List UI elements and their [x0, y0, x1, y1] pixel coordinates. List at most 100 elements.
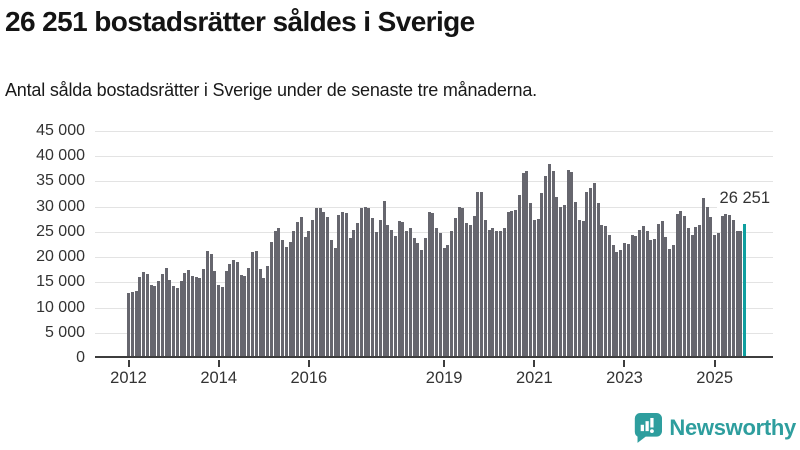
bar — [525, 171, 529, 356]
bar — [716, 232, 720, 356]
bar — [529, 203, 533, 356]
bar — [615, 251, 619, 356]
plot-area: 26 251 2012 2014 2016 2019 2021 2023 2025 — [95, 131, 773, 387]
bar — [341, 211, 345, 356]
bar — [296, 222, 300, 356]
x-tick-label: 2016 — [290, 369, 328, 387]
bar — [705, 206, 709, 356]
bar — [547, 164, 551, 356]
bar — [442, 248, 446, 356]
bar — [540, 193, 544, 356]
bar — [480, 192, 484, 356]
bar — [277, 228, 281, 356]
y-axis-labels: 0 5 000 10 000 15 000 20 000 25 000 30 000 35 0… — [0, 122, 85, 366]
bar — [604, 226, 608, 356]
bar — [622, 243, 626, 356]
x-tick — [217, 360, 220, 367]
gridline — [95, 131, 773, 132]
bar — [566, 169, 570, 356]
bar — [483, 219, 487, 356]
bar — [476, 191, 480, 356]
bar — [660, 220, 664, 356]
x-tick-label: 2019 — [425, 369, 463, 387]
bar — [649, 239, 653, 356]
x-tick-label: 2012 — [110, 369, 147, 387]
bar — [194, 277, 198, 356]
bar — [589, 188, 593, 356]
newsworthy-logo-link[interactable]: Newsworthy — [633, 412, 796, 443]
bar — [288, 242, 292, 356]
bar — [551, 171, 555, 356]
gridline — [95, 156, 773, 158]
bar — [641, 225, 645, 356]
bar — [374, 232, 378, 356]
x-tick-label: 2025 — [696, 369, 734, 387]
bar — [679, 210, 683, 356]
bar — [683, 215, 687, 356]
bar — [258, 268, 262, 356]
bar — [130, 291, 134, 356]
bar — [607, 235, 611, 356]
bar — [299, 217, 303, 356]
bar — [367, 208, 371, 356]
bar — [329, 239, 333, 356]
bar — [232, 259, 236, 356]
y-tick-label: 15 000 — [36, 273, 85, 291]
bar — [311, 219, 315, 356]
bar — [160, 274, 164, 356]
bar — [423, 237, 427, 356]
bar — [127, 293, 130, 356]
bar — [502, 228, 506, 356]
bar — [281, 239, 285, 356]
latest-value-label: 26 251 — [716, 189, 773, 208]
bar — [514, 209, 518, 356]
bar — [416, 243, 420, 356]
bar — [149, 284, 153, 356]
x-tick-label: 2021 — [515, 369, 553, 387]
bar — [408, 228, 412, 356]
bar — [254, 250, 258, 356]
bar — [656, 223, 660, 356]
bar — [284, 246, 288, 356]
bar — [164, 268, 168, 356]
bar — [187, 269, 191, 356]
chart-subtitle: Antal sålda bostadsrätter i Sverige unde… — [5, 80, 537, 100]
bar — [664, 237, 668, 356]
bar — [344, 213, 348, 356]
bar — [562, 204, 566, 356]
bar — [348, 237, 352, 356]
y-tick-label: 30 000 — [36, 197, 85, 215]
bar — [739, 230, 743, 356]
bar — [371, 218, 375, 356]
bar — [431, 213, 435, 356]
bar — [450, 231, 454, 356]
bar — [359, 208, 363, 356]
y-tick-label: 35 000 — [36, 172, 85, 190]
bar — [337, 214, 341, 356]
bar — [438, 232, 442, 356]
bar — [701, 198, 705, 356]
bar — [266, 266, 270, 356]
chart-title: 26 251 bostadsrätter såldes i Sverige — [5, 6, 475, 37]
bar — [202, 268, 206, 356]
x-tick-label: 2023 — [606, 369, 643, 387]
bar — [544, 176, 548, 356]
bar — [555, 196, 559, 356]
bar — [175, 287, 179, 356]
bar — [172, 286, 176, 356]
bar — [269, 242, 273, 356]
bar — [619, 250, 623, 356]
bar — [314, 208, 318, 356]
bar — [574, 201, 578, 356]
bar — [352, 229, 356, 356]
bar — [521, 173, 525, 356]
bar — [386, 224, 390, 356]
bar — [453, 218, 457, 356]
bar — [585, 191, 589, 356]
bar — [363, 206, 367, 356]
x-tick — [443, 360, 446, 367]
newsworthy-icon — [633, 412, 663, 443]
bar — [153, 286, 157, 356]
bar — [536, 218, 540, 356]
y-tick-label: 45 000 — [36, 122, 85, 139]
